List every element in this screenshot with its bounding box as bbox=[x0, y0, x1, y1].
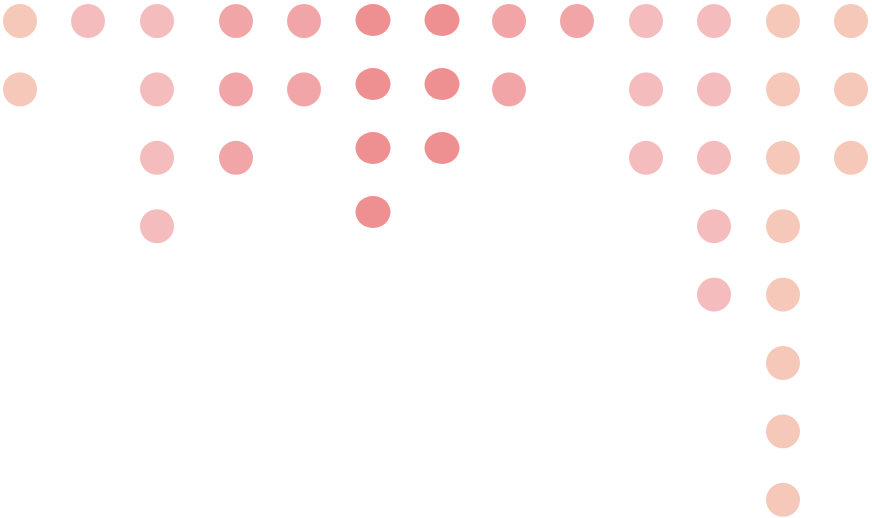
dot bbox=[355, 132, 391, 164]
dot-column-1 bbox=[3, 4, 37, 107]
dot-column-4 bbox=[219, 4, 253, 175]
dot bbox=[766, 482, 800, 517]
dot bbox=[71, 4, 105, 38]
dot bbox=[140, 209, 174, 244]
dot bbox=[287, 72, 321, 107]
dot-column-12 bbox=[766, 4, 800, 517]
dot bbox=[766, 277, 800, 312]
dot-column-13 bbox=[834, 4, 868, 175]
dot bbox=[766, 209, 800, 244]
dot-column-6 bbox=[355, 4, 391, 228]
dot bbox=[424, 132, 460, 164]
dot bbox=[3, 4, 37, 38]
dot bbox=[492, 4, 526, 38]
dot bbox=[560, 4, 594, 38]
dot bbox=[697, 4, 731, 38]
dot bbox=[355, 68, 391, 100]
dot bbox=[766, 140, 800, 175]
dot bbox=[834, 140, 868, 175]
dot bbox=[697, 140, 731, 175]
dot bbox=[355, 4, 391, 36]
dot bbox=[492, 72, 526, 107]
dot-column-2 bbox=[71, 4, 105, 38]
dot bbox=[629, 4, 663, 38]
dot-column-3 bbox=[140, 4, 174, 244]
dot bbox=[766, 414, 800, 449]
dot bbox=[424, 68, 460, 100]
dot-column-7 bbox=[424, 4, 460, 164]
dot bbox=[424, 4, 460, 36]
dot bbox=[140, 72, 174, 107]
dot bbox=[697, 209, 731, 244]
dot bbox=[140, 140, 174, 175]
dot bbox=[140, 4, 174, 38]
dot bbox=[219, 140, 253, 175]
dot bbox=[766, 4, 800, 38]
dot bbox=[629, 140, 663, 175]
dot-column-8 bbox=[492, 4, 526, 107]
dot-column-10 bbox=[629, 4, 663, 175]
dot bbox=[219, 72, 253, 107]
dot-column-5 bbox=[287, 4, 321, 107]
dot-column-9 bbox=[560, 4, 594, 38]
dot bbox=[629, 72, 663, 107]
dot bbox=[219, 4, 253, 38]
dot bbox=[355, 196, 391, 228]
dot bbox=[287, 4, 321, 38]
dot-column-11 bbox=[697, 4, 731, 312]
dot bbox=[834, 72, 868, 107]
dot bbox=[766, 346, 800, 380]
dot bbox=[697, 277, 731, 312]
dot bbox=[697, 72, 731, 107]
dot bbox=[3, 72, 37, 107]
dot bbox=[766, 72, 800, 107]
dot bbox=[834, 4, 868, 38]
